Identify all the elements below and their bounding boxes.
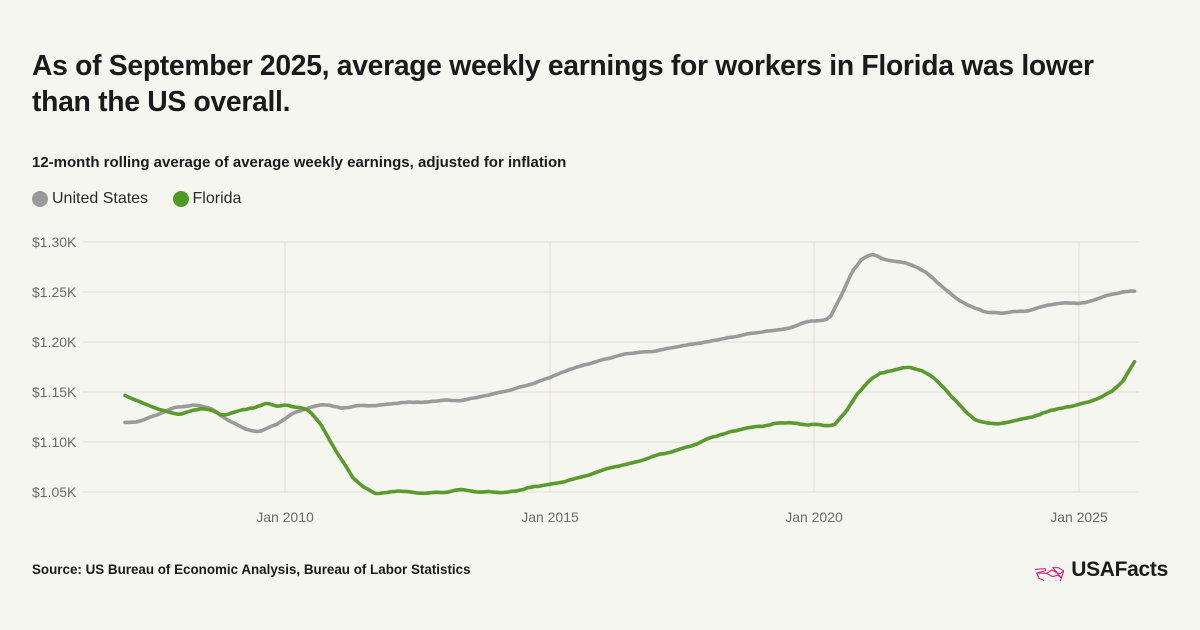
svg-text:$1.20K: $1.20K	[32, 334, 77, 350]
svg-text:$1.30K: $1.30K	[32, 234, 77, 250]
svg-text:$1.25K: $1.25K	[32, 284, 77, 300]
svg-text:Jan 2010: Jan 2010	[256, 509, 314, 525]
svg-text:$1.15K: $1.15K	[32, 384, 77, 400]
svg-text:Jan 2015: Jan 2015	[521, 509, 579, 525]
svg-text:$1.05K: $1.05K	[32, 484, 77, 500]
svg-text:Jan 2025: Jan 2025	[1050, 509, 1108, 525]
svg-text:$1.10K: $1.10K	[32, 434, 77, 450]
svg-text:Jan 2020: Jan 2020	[785, 509, 843, 525]
